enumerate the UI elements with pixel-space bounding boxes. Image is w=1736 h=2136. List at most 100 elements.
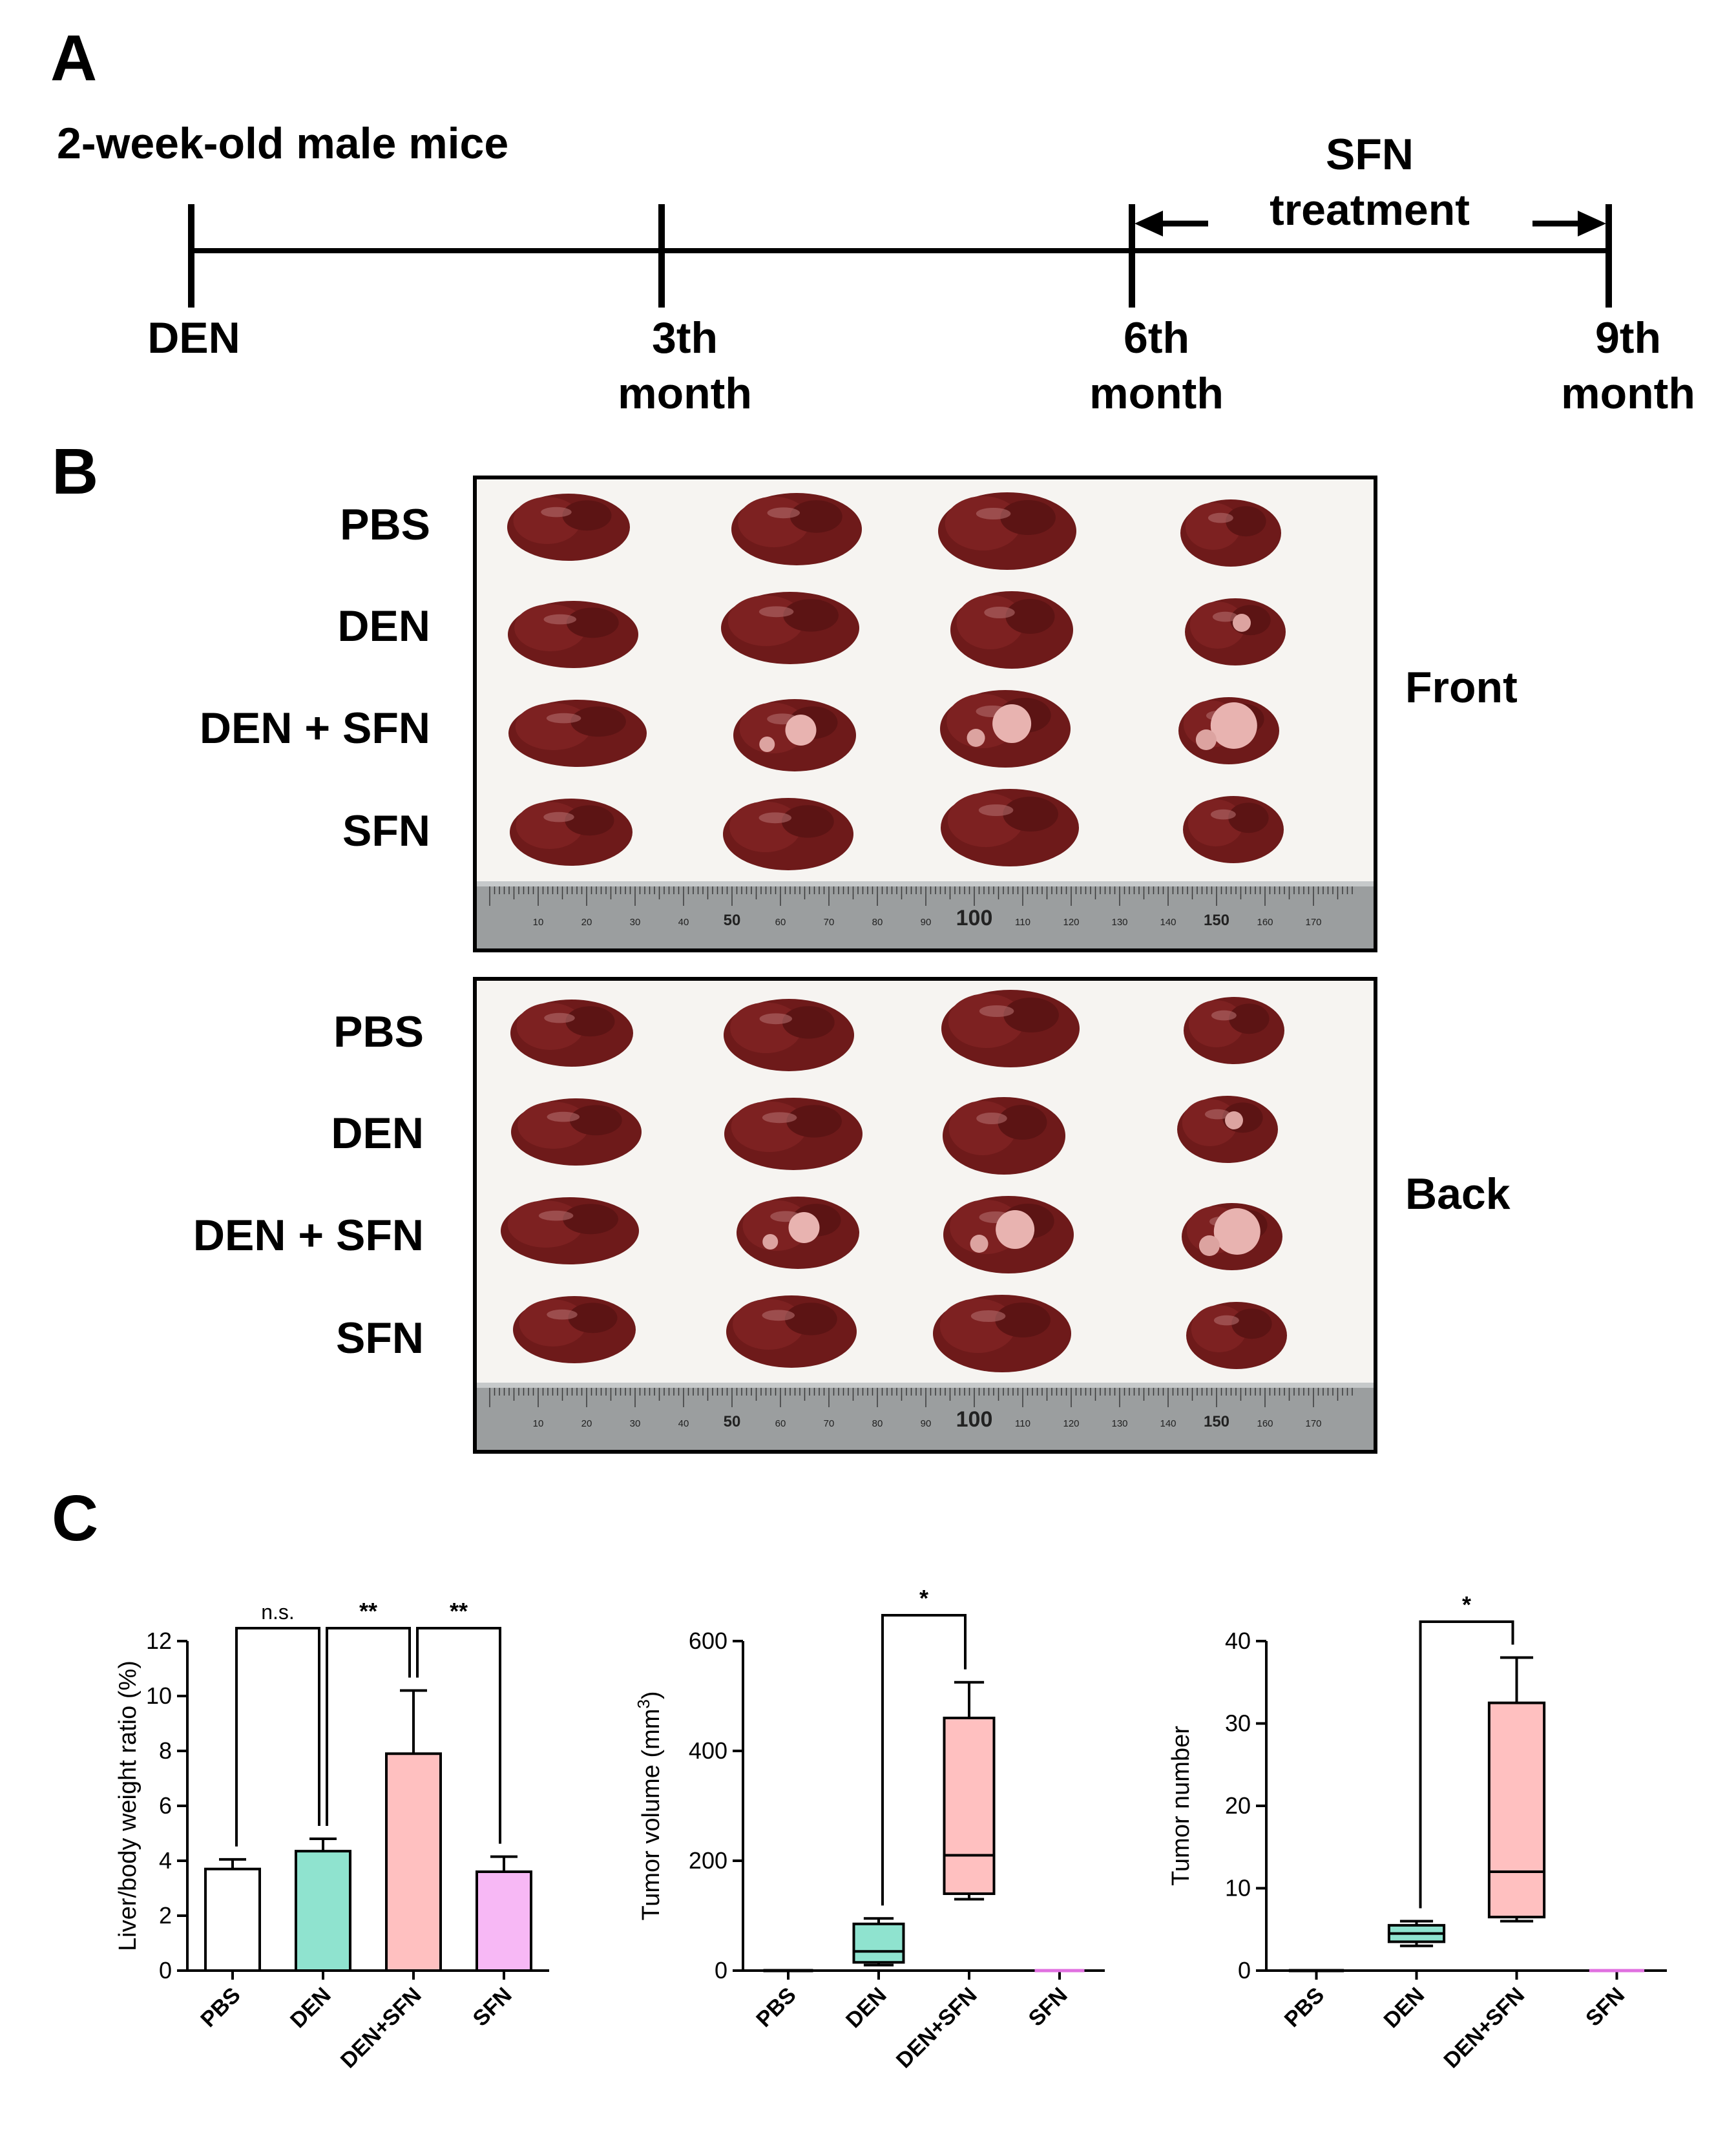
tumor-nodule bbox=[992, 704, 1032, 743]
significance-bracket bbox=[1419, 1620, 1514, 1909]
liver-specimen bbox=[1180, 499, 1281, 567]
liver-highlight bbox=[543, 614, 577, 625]
ruler-label: 140 bbox=[1160, 1418, 1176, 1429]
liver-specimen bbox=[938, 492, 1076, 570]
row-label-pbs: PBS bbox=[333, 1007, 424, 1056]
row-label-sfn: SFN bbox=[342, 806, 430, 855]
liver-lobe-shadow bbox=[783, 599, 839, 632]
liver-specimen bbox=[724, 1098, 863, 1170]
box bbox=[943, 1717, 996, 1895]
ruler-label: 10 bbox=[533, 1418, 544, 1429]
liver-specimen bbox=[724, 999, 854, 1071]
liver-highlight bbox=[1213, 1315, 1239, 1326]
liver-highlight bbox=[978, 804, 1014, 816]
ruler-label: 100 bbox=[956, 1407, 993, 1432]
liver-specimen bbox=[950, 591, 1073, 669]
liver-lobe-shadow bbox=[562, 500, 612, 531]
liver-specimen bbox=[731, 493, 862, 565]
ruler-label: 20 bbox=[581, 1418, 592, 1429]
liver-highlight bbox=[1212, 611, 1238, 622]
liver-highlight bbox=[970, 1310, 1006, 1322]
liver-lobe-shadow bbox=[782, 1006, 835, 1039]
tick-label-line1: DEN bbox=[147, 313, 240, 362]
ruler-label: 20 bbox=[581, 917, 592, 928]
liver-specimen bbox=[941, 990, 1080, 1067]
treatment-line1: SFN bbox=[1326, 130, 1414, 179]
y-tick-label: 30 bbox=[1225, 1710, 1251, 1737]
liver-lobe-shadow bbox=[565, 805, 614, 836]
ruler-label: 30 bbox=[630, 1418, 641, 1429]
tumor-nodule bbox=[1233, 614, 1251, 632]
liver-highlight bbox=[984, 607, 1015, 618]
tumor-nodule bbox=[788, 1212, 820, 1243]
back-liver-grid: 10 20 30 40 50 60 70 80 90 100 110 120 130 140 150 160 1… bbox=[477, 981, 1374, 1450]
panel-a-letter: A bbox=[50, 22, 98, 94]
liver-lobe-shadow bbox=[566, 607, 619, 638]
liver-highlight bbox=[1210, 809, 1236, 820]
tick-label-line1: 6th bbox=[1124, 313, 1189, 362]
liver-lobe-shadow bbox=[1228, 802, 1269, 833]
y-tick-label: 40 bbox=[1225, 1628, 1251, 1654]
y-axis-label-sup: 3 bbox=[634, 1699, 653, 1708]
y-tick-label: 6 bbox=[159, 1792, 172, 1819]
liver-lobe-shadow bbox=[784, 1303, 837, 1335]
tumor-nodule bbox=[967, 729, 985, 747]
tumor-nodule bbox=[996, 1210, 1035, 1249]
row-label-sfn: SFN bbox=[336, 1314, 424, 1363]
box bbox=[852, 1922, 905, 1964]
tumor-nodule bbox=[785, 715, 817, 746]
treatment-line2: treatment bbox=[1270, 185, 1470, 235]
tumor-nodule bbox=[1198, 1235, 1220, 1256]
liver-highlight bbox=[767, 507, 800, 519]
ruler-label: 100 bbox=[956, 906, 993, 930]
x-tick-label: SFN bbox=[468, 1983, 517, 2031]
ruler-label: 80 bbox=[872, 917, 883, 928]
row-label-den-sfn: DEN + SFN bbox=[193, 1211, 424, 1260]
significance-label: n.s. bbox=[261, 1600, 295, 1624]
y-tick-label: 10 bbox=[1225, 1875, 1251, 1901]
liver-highlight bbox=[979, 1005, 1014, 1017]
tick-label-9m: 9th month bbox=[1531, 310, 1725, 421]
x-tick-label: DEN bbox=[1379, 1983, 1430, 2033]
x-tick-label: SFN bbox=[1581, 1983, 1629, 2031]
significance-bracket bbox=[881, 1614, 967, 1906]
liver-lobe-shadow bbox=[786, 1105, 842, 1138]
ruler-label: 10 bbox=[533, 917, 544, 928]
y-tick-label: 8 bbox=[159, 1737, 172, 1764]
liver-specimen bbox=[508, 601, 638, 668]
front-label: Front bbox=[1405, 663, 1518, 712]
row-label-pbs: PBS bbox=[340, 500, 430, 549]
ruler bbox=[477, 881, 1374, 948]
ruler-label: 80 bbox=[872, 1418, 883, 1429]
liver-specimen bbox=[933, 1295, 1071, 1372]
tick-label-line2: month bbox=[1089, 369, 1224, 418]
y-tick-label: 200 bbox=[689, 1847, 727, 1874]
bar bbox=[385, 1752, 442, 1972]
y-tick-label: 600 bbox=[689, 1628, 727, 1654]
y-tick-label: 12 bbox=[146, 1628, 172, 1654]
tumor-volume-chart: 0 200 400 600 Tumor volume (mm3) PBS DEN DEN+SF… bbox=[634, 1585, 1105, 2073]
tick-label-6m: 6th month bbox=[1060, 310, 1253, 421]
liver-specimen bbox=[508, 700, 647, 767]
liver-specimen bbox=[940, 690, 1071, 768]
liver-highlight bbox=[762, 1112, 797, 1124]
liver-specimen bbox=[733, 699, 856, 771]
liver-highlight bbox=[1204, 1109, 1230, 1120]
row-label-den: DEN bbox=[331, 1109, 424, 1158]
liver-lobe-shadow bbox=[1003, 797, 1058, 832]
liver-highlight bbox=[1211, 1010, 1237, 1021]
ruler-label: 150 bbox=[1204, 1413, 1229, 1430]
x-tick-label: DEN bbox=[286, 1983, 336, 2033]
ruler-label: 160 bbox=[1257, 917, 1273, 928]
treatment-label: SFN treatment bbox=[1215, 127, 1525, 238]
x-tick-label: PBS bbox=[1280, 1983, 1329, 2032]
liver-specimen bbox=[501, 1197, 639, 1264]
liver-highlight bbox=[1208, 512, 1233, 523]
liver-lobe-shadow bbox=[565, 1006, 615, 1037]
liver-specimen bbox=[510, 799, 633, 866]
back-label: Back bbox=[1405, 1169, 1511, 1219]
ruler-label: 40 bbox=[678, 1418, 689, 1429]
liver-specimen bbox=[737, 1197, 859, 1269]
x-tick-label: DEN bbox=[841, 1983, 892, 2033]
liver-highlight bbox=[547, 1309, 578, 1320]
